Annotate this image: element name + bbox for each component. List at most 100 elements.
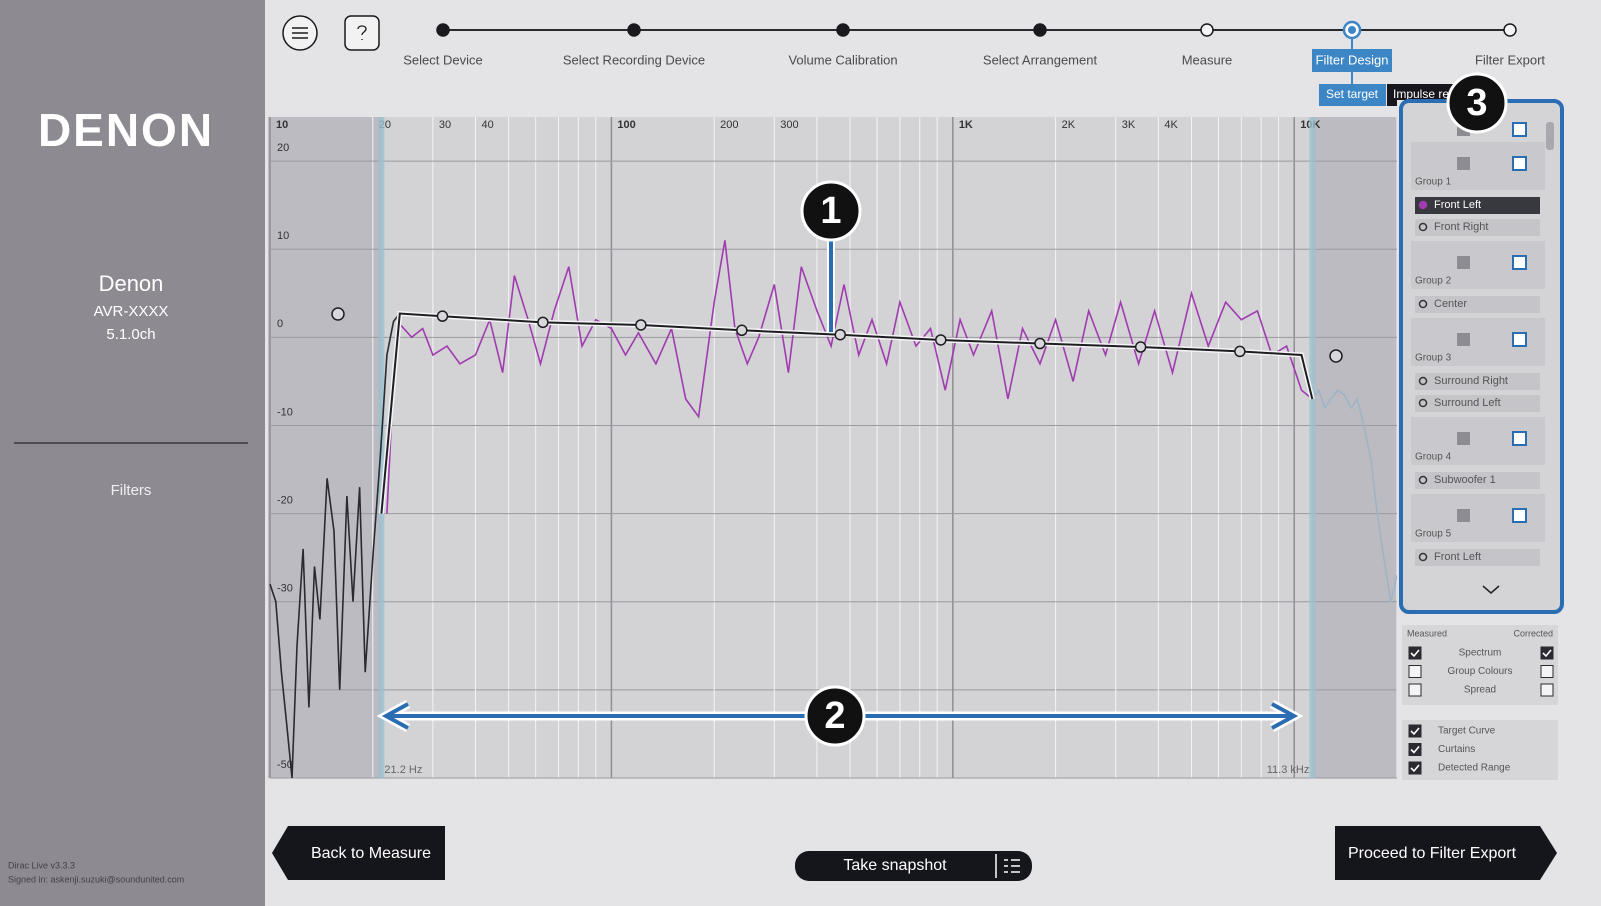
x-tick-label: 40 [482, 119, 494, 131]
target-handle[interactable] [935, 334, 947, 346]
menu-icon [292, 27, 308, 39]
channel-row[interactable] [1415, 296, 1540, 313]
callout-badge [804, 685, 866, 747]
proceed-button[interactable] [1335, 826, 1557, 880]
x-tick-label: 10 [276, 119, 288, 131]
channel-name[interactable]: Surround Right [1434, 375, 1508, 387]
checkbox[interactable] [1408, 646, 1422, 660]
subtab-active[interactable] [1319, 84, 1386, 106]
back-button[interactable] [272, 826, 445, 880]
step-label[interactable]: Select Recording Device [563, 52, 705, 67]
step-dot[interactable] [627, 23, 641, 37]
channel-name[interactable]: Center [1434, 298, 1467, 310]
snapshot-button[interactable] [795, 851, 1032, 881]
group-icon[interactable] [1512, 156, 1527, 171]
target-handle[interactable] [834, 328, 846, 341]
curtain-handle[interactable] [1329, 349, 1343, 363]
step-label[interactable]: Select Device [403, 52, 482, 67]
step-dot[interactable] [836, 23, 850, 37]
channel-row[interactable] [1415, 197, 1540, 214]
option-label: Spread [1464, 685, 1496, 696]
target-handle[interactable] [537, 316, 549, 329]
curtain-handle[interactable] [331, 307, 345, 321]
nav-item[interactable]: Filters [111, 482, 152, 499]
channel-dot [1418, 299, 1428, 309]
list-icon[interactable] [1004, 859, 1020, 873]
subtab-label[interactable]: Set target [1326, 87, 1379, 101]
button-label[interactable]: Proceed to Filter Export [1348, 845, 1517, 862]
button-label[interactable]: Back to Measure [311, 845, 431, 862]
channel-name[interactable]: Surround Left [1434, 397, 1501, 409]
button-label[interactable]: Take snapshot [843, 857, 947, 874]
scroll-down[interactable] [1482, 585, 1500, 594]
target-handle[interactable] [1234, 345, 1246, 358]
group-icon[interactable] [1457, 256, 1470, 269]
checkbox[interactable] [1540, 683, 1554, 697]
group-name: Group 1 [1415, 177, 1452, 188]
callout-number: 1 [820, 190, 841, 232]
step-dot[interactable] [436, 23, 450, 37]
step-label[interactable]: Volume Calibration [788, 52, 897, 67]
option-label: Target Curve [1438, 726, 1496, 737]
step-label[interactable]: Select Arrangement [983, 52, 1098, 67]
overlays-box [1402, 720, 1558, 780]
channel-dot [1418, 475, 1428, 485]
checkbox[interactable] [1408, 724, 1422, 738]
check-mark [1410, 727, 1420, 736]
target-handle[interactable] [1034, 337, 1046, 350]
curtain-label: 21.2 Hz [384, 764, 422, 776]
target-handle[interactable] [1134, 341, 1147, 353]
x-tick-label: 300 [780, 119, 798, 131]
group-icon[interactable] [1512, 508, 1527, 523]
sidebar [0, 0, 265, 906]
channel-row[interactable] [1415, 373, 1540, 390]
channel-dot [1418, 398, 1428, 408]
channel-row[interactable] [1415, 472, 1540, 489]
checkbox[interactable] [1408, 743, 1422, 756]
group-icon[interactable] [1457, 333, 1470, 346]
checkbox[interactable] [1408, 665, 1422, 678]
step-dot-inner [1348, 26, 1356, 34]
step-dot[interactable] [1033, 23, 1047, 37]
channel-name[interactable]: Front Left [1434, 551, 1481, 563]
device-config: 5.1.0ch [106, 326, 155, 343]
channel-name[interactable]: Front Left [1434, 199, 1481, 211]
channel-name[interactable]: Front Right [1434, 221, 1488, 233]
checkbox[interactable] [1408, 761, 1422, 775]
x-tick-label: 200 [720, 119, 738, 131]
option-label: Detected Range [1438, 763, 1511, 774]
channel-name[interactable]: Subwoofer 1 [1434, 474, 1496, 486]
group-name: Group 5 [1415, 529, 1452, 540]
y-tick-label: 10 [277, 230, 289, 242]
step-label[interactable]: Measure [1182, 52, 1233, 67]
checkbox[interactable] [1540, 665, 1554, 678]
checkbox[interactable] [1540, 646, 1554, 660]
checkbox[interactable] [1408, 683, 1422, 697]
group-icon[interactable] [1457, 509, 1470, 522]
response-curve [269, 313, 401, 779]
group-icon[interactable] [1512, 431, 1527, 446]
group-icon[interactable] [1457, 432, 1470, 445]
channel-dot [1418, 552, 1428, 562]
target-handle[interactable] [635, 319, 647, 331]
step-dot[interactable] [1200, 23, 1214, 37]
target-handle[interactable] [736, 324, 748, 337]
target-handle[interactable] [436, 310, 449, 322]
group-icon[interactable] [1457, 157, 1470, 170]
step-dot[interactable] [1503, 23, 1517, 37]
callout-number: 2 [824, 695, 845, 737]
group-icon[interactable] [1512, 122, 1527, 137]
help-button[interactable] [344, 15, 380, 51]
option-label: Curtains [1438, 744, 1475, 755]
curtain [1312, 117, 1397, 778]
group-icon[interactable] [1512, 332, 1527, 347]
group-icon[interactable] [1512, 255, 1527, 270]
channel-row[interactable] [1415, 219, 1540, 236]
channel-dot [1418, 200, 1428, 210]
step-label[interactable]: Filter Export [1475, 52, 1545, 67]
step-label[interactable]: Filter Design [1316, 52, 1389, 67]
channel-row[interactable] [1415, 549, 1540, 566]
channel-row[interactable] [1415, 395, 1540, 412]
x-tick-label: 100 [617, 119, 635, 131]
